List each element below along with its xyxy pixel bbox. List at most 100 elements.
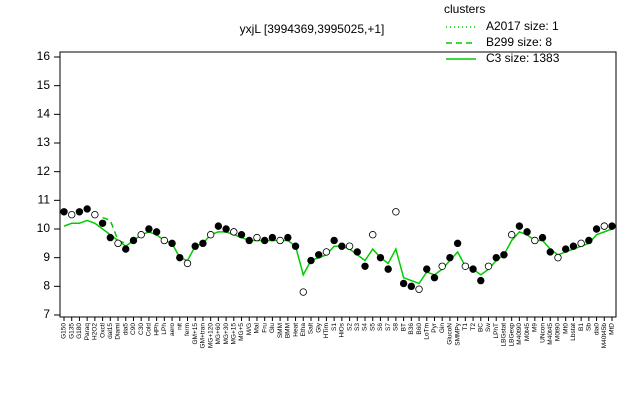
point [600,222,608,230]
point [122,245,130,253]
x-tick-label: Salt [308,323,315,334]
point [137,231,145,239]
x-tick-label: dia5 [122,323,129,336]
point [206,231,215,239]
point [291,242,300,250]
x-tick-label: S8 [393,323,400,331]
x-tick-label: M40t45b [601,323,608,349]
y-tick-label: 12 [37,164,51,178]
plot-frame [59,51,617,318]
x-tick-label: B36 [408,323,415,335]
point [515,222,524,230]
y-tick-label: 10 [37,221,51,235]
x-tick-label: UNcon [539,323,546,343]
y-tick-label: 11 [38,193,51,207]
x-tick-label: Fru [261,323,268,333]
y-tick-label: 16 [37,49,51,63]
point [554,253,562,262]
x-tick-label: MG+60 [215,323,222,345]
point [268,233,277,242]
x-tick-label: C30 [138,323,145,335]
point [83,205,91,213]
point [106,233,115,242]
point [145,225,153,233]
x-tick-label: Oxctl [99,322,106,337]
y-tick-label: 7 [43,307,50,321]
x-tick-label: SMMPy [454,322,461,346]
point [114,239,122,248]
point [585,236,593,245]
point [330,236,338,245]
x-tick-label: M0t45 [524,323,531,341]
point [423,265,431,273]
point [160,236,169,245]
x-tick-label: G180 [76,323,83,339]
point [91,210,99,219]
point [461,262,470,270]
point [345,242,354,250]
x-tick-label: C90 [130,323,137,335]
y-tick-label: 14 [37,107,51,121]
x-tick-label: MG+15 [231,323,238,345]
x-tick-label: S6 [377,323,384,331]
x-tick-label: G150 [61,323,68,339]
x-tick-label: Mal [254,322,261,333]
x-tick-label: MG+5 [238,323,245,341]
point [68,210,76,219]
x-tick-label: LoTm [423,323,430,340]
x-tick-label: Glu [269,323,276,334]
x-tick-label: B60 [416,323,423,335]
y-tick-label: 9 [43,250,50,264]
x-tick-label: BT [400,323,407,331]
legend-title: clusters [444,2,485,16]
x-tick-label: HTim [323,323,330,338]
point [561,245,570,253]
x-tick-label: BMM [285,323,292,338]
point [152,228,161,236]
point [438,262,446,270]
y-tick-label: 15 [37,78,51,92]
x-tick-label: S3 [354,323,361,331]
legend-label: C3 size: 1383 [486,51,560,65]
x-tick-label: S2 [346,323,353,331]
point [430,274,439,282]
point [415,285,423,293]
x-tick-label: MtD [609,323,616,335]
point [129,236,138,245]
point [546,248,554,256]
point [446,253,454,262]
point [253,233,261,242]
point [369,231,377,239]
x-tick-label: T1 [462,323,469,331]
x-tick-label: dal15 [107,323,114,339]
x-tick-label: B1 [578,323,585,331]
x-tick-label: GM+15 [192,323,199,345]
point [592,225,601,233]
point [307,256,315,265]
x-tick-label: Diami [115,323,122,340]
y-tick-label: 13 [37,135,51,149]
point [608,222,616,230]
point [453,239,462,248]
point [222,225,230,233]
x-tick-label: Lbstat [570,323,577,341]
x-tick-label: M40t90 [516,323,523,345]
x-tick-label: T2 [470,323,477,331]
legend-label: B299 size: 8 [486,35,552,49]
point [183,259,192,268]
x-tick-label: M/G [246,323,253,335]
legend-label: A2017 size: 1 [486,19,559,33]
x-tick-label: M0t90 [555,323,562,341]
x-tick-label: MG+30 [223,323,230,345]
point [214,222,223,230]
point [376,253,385,262]
x-tick-label: H2O2 [92,323,99,340]
point [399,279,408,288]
point [191,242,199,250]
point [507,231,516,239]
x-tick-label: Paraq [84,323,91,341]
point [176,253,184,262]
point [523,228,531,236]
x-tick-label: LBGexp [508,323,515,347]
